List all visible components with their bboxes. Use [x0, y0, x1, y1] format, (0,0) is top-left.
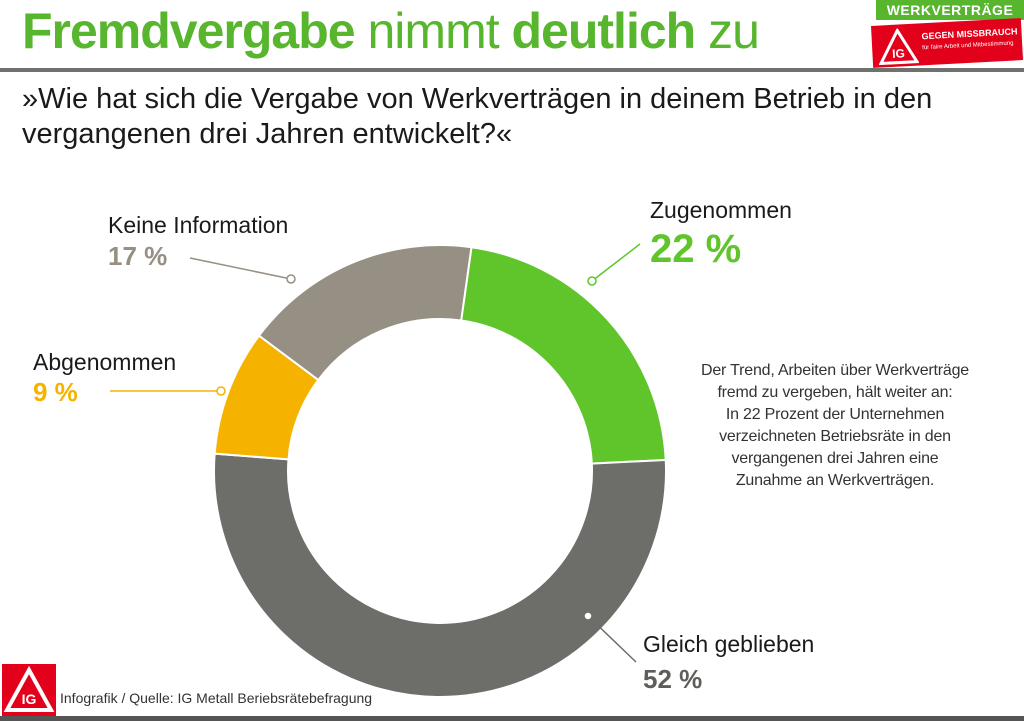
description-line-2: fremd zu vergeben, hält weiter an:: [717, 384, 953, 401]
footer-logo-text: IG: [22, 691, 37, 707]
slice-value-gleich-geblieben: 52 %: [643, 664, 702, 694]
leader-dot-abgenommen: [216, 386, 226, 396]
leader-dot-zugenommen: [587, 276, 597, 286]
slice-label-abgenommen: Abgenommen: [33, 349, 176, 375]
description-line-3: In 22 Prozent der Unternehmen: [725, 406, 945, 423]
title-part-3: deutlich: [511, 3, 697, 59]
slice-label-zugenommen: Zugenommen: [650, 197, 792, 223]
title-part-4: zu: [708, 3, 760, 59]
question-subtitle: »Wie hat sich die Vergabe von Werkverträ…: [22, 82, 932, 152]
title-part-2: nimmt: [367, 3, 500, 59]
ig-metall-logo-icon: IG: [878, 27, 920, 66]
donut-slice-keine-information: [257, 244, 473, 382]
leader-dot-gleich-geblieben: [583, 611, 593, 621]
slice-label-gleich-geblieben: Gleich geblieben: [643, 631, 814, 657]
description-line-5: vergangenen drei Jahren eine: [731, 450, 939, 467]
page-title: Fremdvergabe nimmt deutlich zu: [22, 2, 760, 60]
title-divider: [0, 68, 1024, 72]
title-part-1: Fremdvergabe: [22, 3, 356, 59]
leader-dot-keine-information: [286, 274, 296, 284]
slice-value-keine-information: 17 %: [108, 241, 167, 271]
leader-line-keine-information: [189, 257, 292, 280]
subtitle-line-2: vergangenen drei Jahren entwickelt?«: [22, 118, 513, 150]
bottom-divider: [0, 716, 1024, 721]
slice-value-abgenommen: 9 %: [33, 377, 78, 407]
leader-line-gleich-geblieben: [587, 615, 637, 663]
badge-red-box: IG GEGEN MISSBRAUCH für faire Arbeit und…: [871, 18, 1023, 68]
badge-title: WERKVERTRÄGE: [876, 0, 1024, 20]
description-line-6: Zunahme an Werkverträgen.: [735, 472, 935, 489]
source-note: Infografik / Quelle: IG Metall Beriebsrä…: [60, 690, 373, 706]
donut-slice-gleich-geblieben: [213, 452, 667, 698]
description-line-1: Der Trend, Arbeiten über Werkverträge: [701, 362, 969, 379]
subtitle-line-1: »Wie hat sich die Vergabe von Werkverträ…: [22, 83, 933, 115]
badge-logo-text: IG: [892, 46, 905, 61]
ig-metall-footer-logo-icon: IG: [2, 664, 56, 716]
trend-description: Der Trend, Arbeiten über Werkverträge fr…: [700, 360, 970, 492]
slice-value-zugenommen: 22 %: [650, 227, 741, 271]
donut-slice-zugenommen: [460, 246, 667, 465]
slice-label-keine-information: Keine Information: [108, 212, 288, 238]
description-line-4: verzeichneten Betriebsräte in den: [719, 428, 951, 445]
werkvertraege-badge: WERKVERTRÄGE IG GEGEN MISSBRAUCH für fai…: [868, 0, 1024, 68]
leader-line-zugenommen: [591, 243, 641, 282]
